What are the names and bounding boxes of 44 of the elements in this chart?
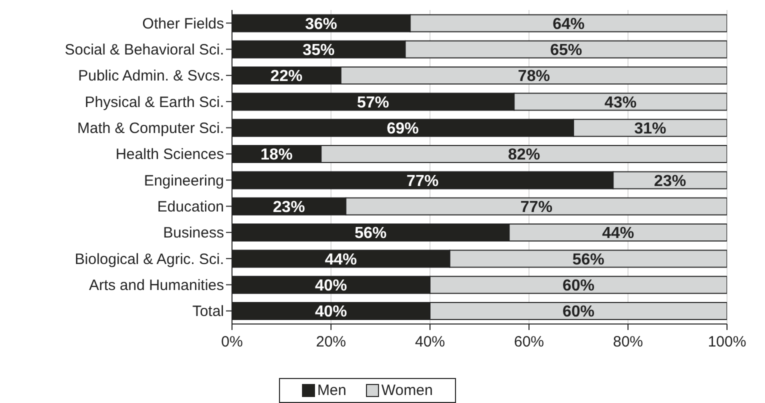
y-tick-label: Other Fields: [142, 15, 224, 32]
y-tick-label: Total: [192, 303, 224, 320]
data-label: 77%: [406, 172, 439, 190]
data-label: 64%: [552, 16, 585, 33]
legend-label: Women: [380, 382, 433, 399]
data-label: 23%: [654, 172, 686, 190]
data-label: 78%: [518, 68, 550, 86]
x-tick-label: 80%: [612, 334, 644, 351]
y-tick-label: Public Admin. & Svcs.: [78, 68, 224, 85]
data-label: 35%: [302, 42, 335, 60]
y-tick-label: Social & Behavioral Sci.: [64, 42, 224, 59]
data-label: 60%: [562, 278, 595, 295]
data-label: 43%: [604, 94, 637, 112]
data-label: 44%: [324, 251, 357, 268]
y-tick-label: Engineering: [144, 172, 224, 190]
data-label: 77%: [520, 199, 552, 216]
data-label: 65%: [550, 42, 582, 60]
data-label: 18%: [260, 146, 293, 164]
y-tick-label: Business: [163, 224, 224, 242]
data-label: 69%: [386, 120, 419, 138]
data-label: 57%: [357, 94, 390, 112]
x-tick-label: 40%: [414, 334, 446, 351]
y-tick-label: Health Sciences: [116, 146, 224, 164]
y-tick-label: Biological & Agric. Sci.: [74, 250, 224, 268]
data-label: 40%: [314, 304, 348, 321]
data-label: 31%: [634, 120, 666, 138]
x-tick-label: 0%: [221, 334, 243, 351]
x-tick-label: 20%: [316, 334, 346, 351]
y-tick-label: Arts and Humanities: [88, 277, 224, 294]
x-tick-label: 60%: [514, 334, 544, 351]
y-tick-label: Math & Computer Sci.: [77, 120, 224, 138]
y-tick-label: Education: [157, 198, 224, 216]
data-label: 82%: [508, 146, 540, 164]
data-label: 44%: [602, 225, 634, 242]
data-label: 40%: [314, 278, 348, 295]
y-tick-label: Physical & Earth Sci.: [84, 94, 224, 111]
data-label: 60%: [562, 304, 595, 321]
data-label: 22%: [270, 68, 302, 86]
data-label: 56%: [354, 225, 387, 242]
x-tick-label: 100%: [708, 334, 746, 351]
legend-label: Men: [316, 382, 346, 399]
data-label: 23%: [272, 199, 305, 216]
data-label: 56%: [572, 251, 604, 268]
data-label: 36%: [305, 16, 338, 33]
